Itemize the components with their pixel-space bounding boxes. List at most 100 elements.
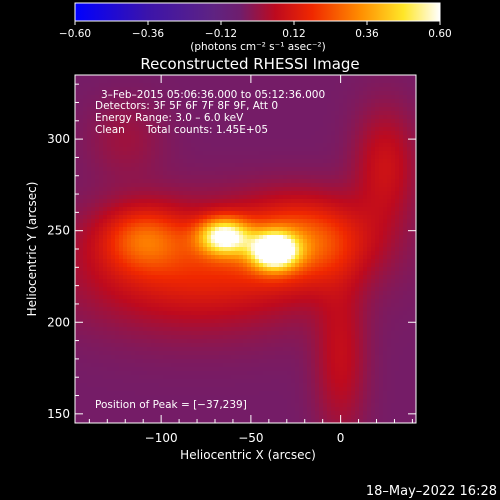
heatmap-cell xyxy=(283,279,288,284)
heatmap-cell xyxy=(111,107,116,112)
heatmap-cell xyxy=(115,239,120,244)
heatmap-cell xyxy=(115,119,120,124)
heatmap-cell xyxy=(95,91,100,96)
heatmap-cell xyxy=(395,151,400,156)
heatmap-cell xyxy=(283,91,288,96)
heatmap-cell xyxy=(243,151,248,156)
heatmap-cell xyxy=(399,295,404,300)
heatmap-cell xyxy=(167,299,172,304)
heatmap-cell xyxy=(367,247,372,252)
heatmap-cell xyxy=(283,239,288,244)
heatmap-cell xyxy=(123,179,128,184)
heatmap-cell xyxy=(387,155,392,160)
heatmap-cell xyxy=(191,87,196,92)
heatmap-cell xyxy=(131,255,136,260)
heatmap-cell xyxy=(275,183,280,188)
heatmap-cell xyxy=(243,155,248,160)
heatmap-cell xyxy=(207,203,212,208)
heatmap-cell xyxy=(355,91,360,96)
heatmap-cell xyxy=(211,235,216,240)
heatmap-cell xyxy=(251,295,256,300)
heatmap-cell xyxy=(207,195,212,200)
heatmap-cell xyxy=(379,259,384,264)
heatmap-cell xyxy=(303,111,308,116)
heatmap-cell xyxy=(291,267,296,272)
heatmap-cell xyxy=(335,215,340,220)
heatmap-cell xyxy=(163,131,168,136)
heatmap-cell xyxy=(207,187,212,192)
heatmap-cell xyxy=(307,127,312,132)
heatmap-cell xyxy=(163,227,168,232)
heatmap-cell xyxy=(171,183,176,188)
heatmap-cell xyxy=(307,119,312,124)
heatmap-cell xyxy=(351,131,356,136)
heatmap-cell xyxy=(295,279,300,284)
heatmap-cell xyxy=(371,251,376,256)
heatmap-cell xyxy=(371,291,376,296)
heatmap-cell xyxy=(383,227,388,232)
heatmap-cell xyxy=(183,231,188,236)
heatmap-cell xyxy=(227,291,232,296)
heatmap-cell xyxy=(323,163,328,168)
heatmap-cell xyxy=(155,227,160,232)
heatmap-cell xyxy=(159,119,164,124)
heatmap-cell xyxy=(291,75,296,80)
heatmap-cell xyxy=(287,283,292,288)
heatmap-cell xyxy=(295,235,300,240)
heatmap-cell xyxy=(271,259,276,264)
heatmap-cell xyxy=(295,95,300,100)
heatmap-cell xyxy=(403,151,408,156)
heatmap-cell xyxy=(115,215,120,220)
heatmap-cell xyxy=(323,171,328,176)
heatmap-cell xyxy=(151,207,156,212)
heatmap-cell xyxy=(95,131,100,136)
heatmap-cell xyxy=(255,299,260,304)
heatmap-cell xyxy=(91,123,96,128)
heatmap-cell xyxy=(87,151,92,156)
heatmap-cell xyxy=(387,95,392,100)
heatmap-cell xyxy=(151,135,156,140)
heatmap-cell xyxy=(187,259,192,264)
heatmap-cell xyxy=(403,195,408,200)
heatmap-cell xyxy=(87,147,92,152)
heatmap-cell xyxy=(299,271,304,276)
heatmap-cell xyxy=(407,275,412,280)
heatmap-cell xyxy=(347,303,352,308)
heatmap-cell xyxy=(199,171,204,176)
heatmap-cell xyxy=(119,199,124,204)
heatmap-cell xyxy=(243,103,248,108)
heatmap-cell xyxy=(319,255,324,260)
heatmap-cell xyxy=(231,115,236,120)
heatmap-cell xyxy=(367,183,372,188)
heatmap-cell xyxy=(79,195,84,200)
heatmap-cell xyxy=(347,183,352,188)
heatmap-cell xyxy=(207,143,212,148)
heatmap-cell xyxy=(335,175,340,180)
heatmap-cell xyxy=(135,139,140,144)
heatmap-cell xyxy=(247,115,252,120)
heatmap-cell xyxy=(299,171,304,176)
heatmap-cell xyxy=(319,119,324,124)
heatmap-cell xyxy=(187,135,192,140)
heatmap-cell xyxy=(195,199,200,204)
heatmap-cell xyxy=(283,227,288,232)
heatmap-cell xyxy=(183,171,188,176)
heatmap-cell xyxy=(315,243,320,248)
heatmap-cell xyxy=(227,251,232,256)
heatmap-cell xyxy=(331,119,336,124)
heatmap-cell xyxy=(323,259,328,264)
heatmap-cell xyxy=(167,75,172,80)
heatmap-cell xyxy=(151,263,156,268)
heatmap-cell xyxy=(119,191,124,196)
heatmap-cell xyxy=(95,203,100,208)
heatmap-cell xyxy=(259,227,264,232)
heatmap-cell xyxy=(219,195,224,200)
heatmap-cell xyxy=(187,111,192,116)
heatmap-cell xyxy=(307,107,312,112)
heatmap-cell xyxy=(335,187,340,192)
heatmap-cell xyxy=(127,287,132,292)
heatmap-cell xyxy=(203,99,208,104)
heatmap-cell xyxy=(239,119,244,124)
heatmap-cell xyxy=(123,279,128,284)
heatmap-cell xyxy=(99,91,104,96)
